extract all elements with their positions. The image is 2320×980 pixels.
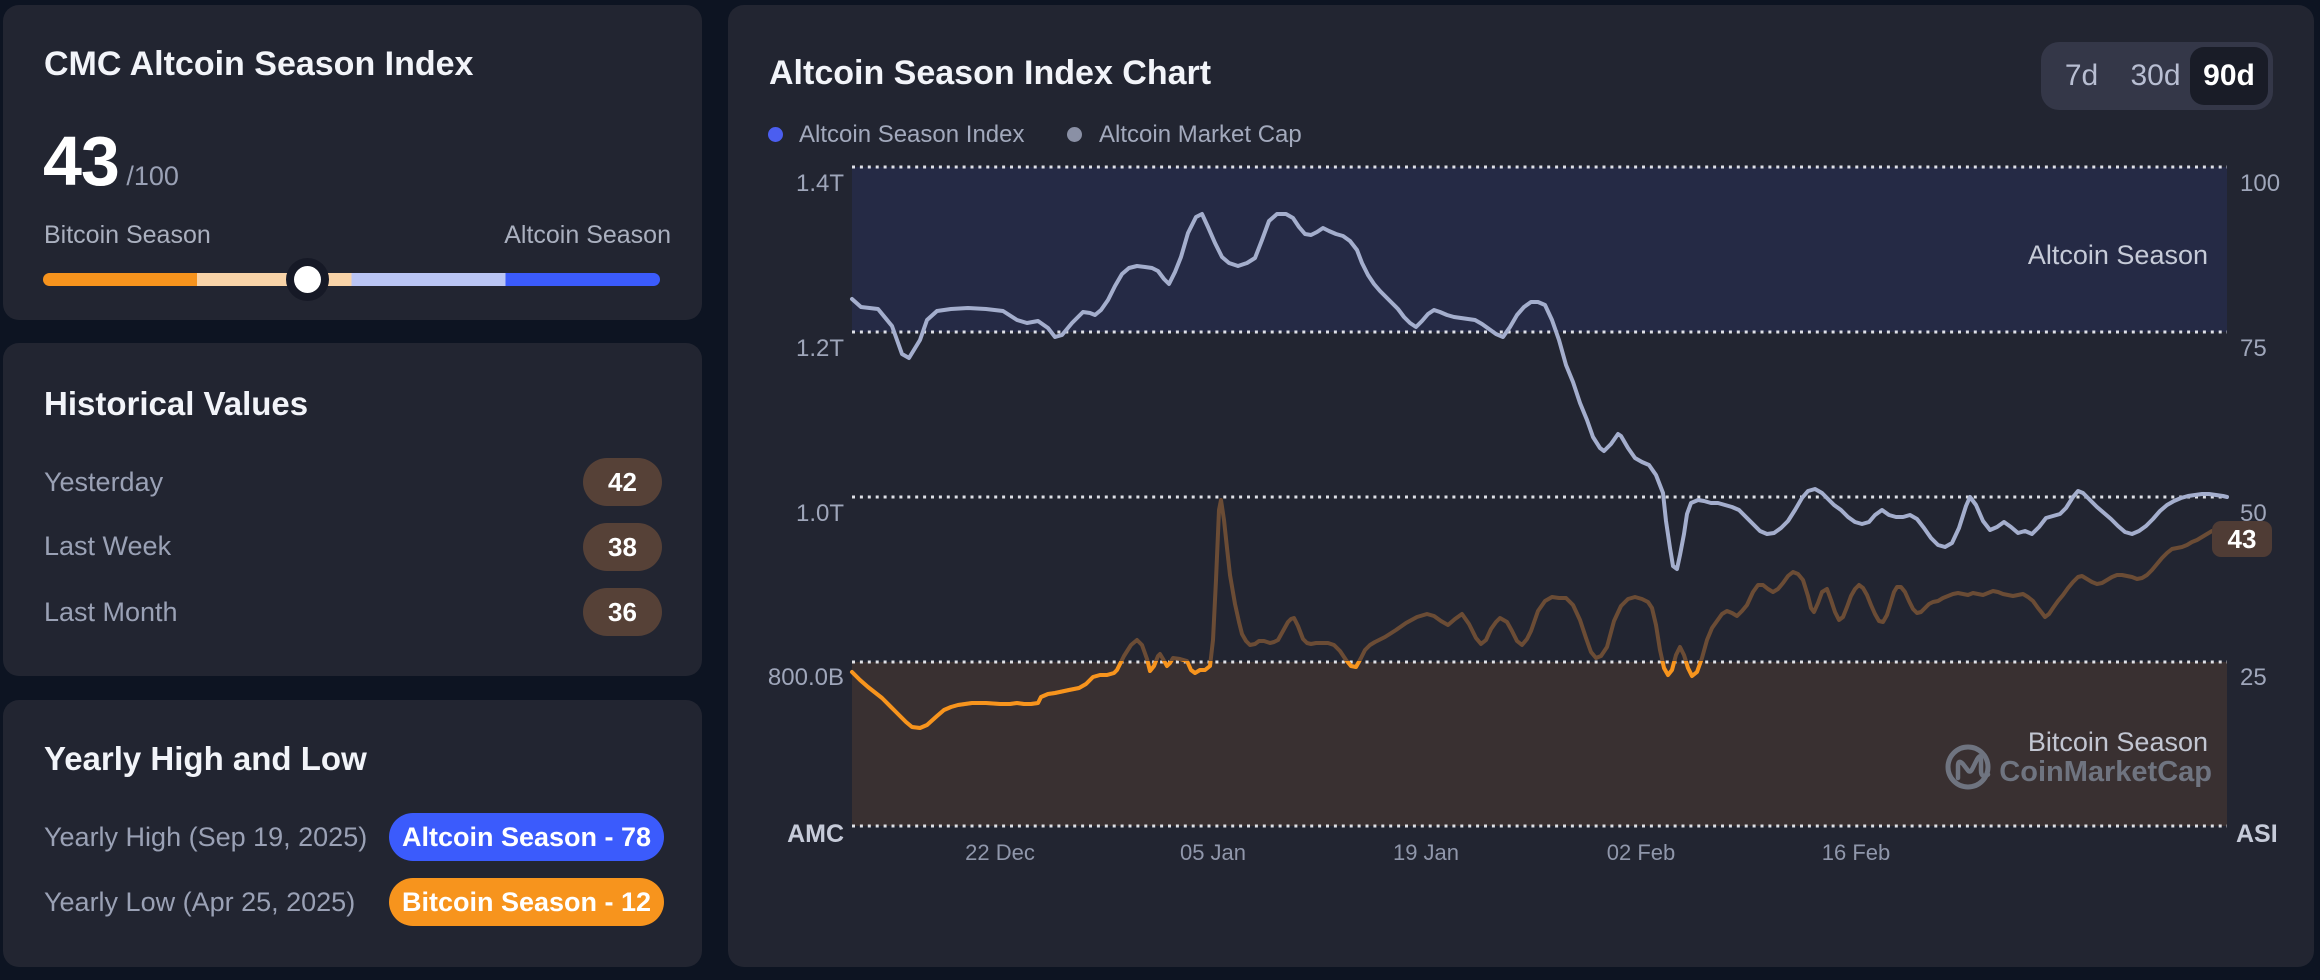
svg-text:25: 25: [2240, 664, 2267, 691]
svg-text:43: 43: [2228, 524, 2257, 554]
svg-text:ASI: ASI: [2236, 820, 2278, 848]
svg-text:Bitcoin Season: Bitcoin Season: [2028, 727, 2208, 757]
svg-text:1.4T: 1.4T: [796, 170, 844, 197]
svg-text:100: 100: [2240, 170, 2280, 197]
svg-text:CoinMarketCap: CoinMarketCap: [1999, 756, 2212, 788]
svg-text:16 Feb: 16 Feb: [1822, 840, 1891, 865]
svg-text:800.0B: 800.0B: [768, 664, 844, 691]
svg-text:02 Feb: 02 Feb: [1607, 840, 1676, 865]
svg-text:19 Jan: 19 Jan: [1393, 840, 1459, 865]
svg-text:Altcoin Season: Altcoin Season: [2028, 240, 2208, 270]
svg-text:22 Dec: 22 Dec: [965, 840, 1035, 865]
svg-text:1.0T: 1.0T: [796, 500, 844, 527]
svg-text:75: 75: [2240, 335, 2267, 362]
svg-text:1.2T: 1.2T: [796, 335, 844, 362]
svg-text:AMC: AMC: [787, 820, 844, 848]
svg-text:05 Jan: 05 Jan: [1180, 840, 1246, 865]
